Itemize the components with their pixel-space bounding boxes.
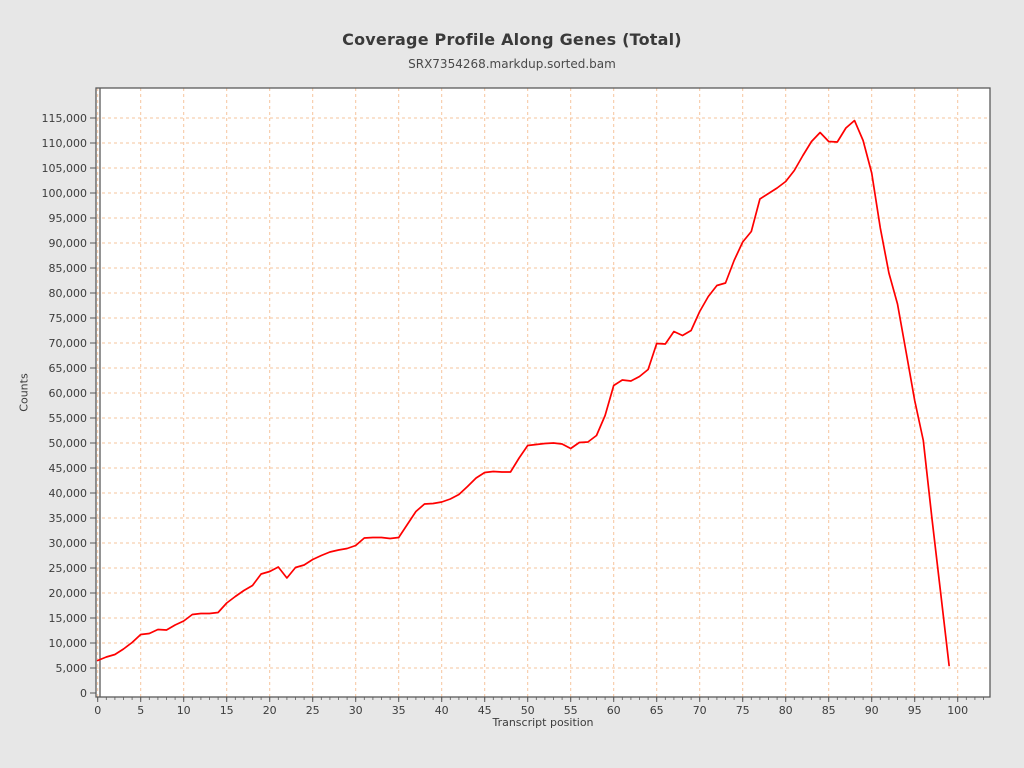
svg-text:30: 30: [349, 704, 363, 717]
svg-text:55: 55: [564, 704, 578, 717]
svg-text:75: 75: [736, 704, 750, 717]
svg-text:35,000: 35,000: [49, 512, 88, 525]
svg-text:100,000: 100,000: [42, 187, 88, 200]
svg-text:0: 0: [80, 687, 87, 700]
svg-text:95,000: 95,000: [49, 212, 88, 225]
svg-text:25: 25: [306, 704, 320, 717]
svg-text:90: 90: [865, 704, 879, 717]
svg-text:50: 50: [521, 704, 535, 717]
svg-text:105,000: 105,000: [42, 162, 88, 175]
svg-text:110,000: 110,000: [42, 137, 88, 150]
svg-text:80,000: 80,000: [49, 287, 88, 300]
svg-text:45: 45: [478, 704, 492, 717]
chart-subtitle: SRX7354268.markdup.sorted.bam: [408, 57, 616, 71]
svg-text:45,000: 45,000: [49, 462, 88, 475]
svg-text:15: 15: [220, 704, 234, 717]
svg-text:50,000: 50,000: [49, 437, 88, 450]
svg-text:35: 35: [392, 704, 406, 717]
y-tick-labels: 0 5,000 10,000 15,000 20,000 25,000 30,000 35,0…: [42, 112, 88, 700]
svg-text:40: 40: [435, 704, 449, 717]
svg-text:85,000: 85,000: [49, 262, 88, 275]
svg-text:70,000: 70,000: [49, 337, 88, 350]
svg-text:25,000: 25,000: [49, 562, 88, 575]
svg-text:55,000: 55,000: [49, 412, 88, 425]
svg-text:60: 60: [607, 704, 621, 717]
svg-text:85: 85: [822, 704, 836, 717]
svg-text:95: 95: [908, 704, 922, 717]
coverage-series-line: [96, 119, 950, 667]
svg-text:30,000: 30,000: [49, 537, 88, 550]
chart-title: Coverage Profile Along Genes (Total): [342, 30, 682, 49]
svg-text:5,000: 5,000: [56, 662, 88, 675]
svg-text:80: 80: [779, 704, 793, 717]
x-axis-title: Transcript position: [492, 716, 594, 729]
svg-text:0: 0: [94, 704, 101, 717]
svg-text:90,000: 90,000: [49, 237, 88, 250]
grid-layer: [96, 88, 990, 697]
svg-text:65: 65: [650, 704, 664, 717]
x-tick-labels: 0 5 10 15 20 25 30 35 40 45 50 55 60 65 70 75 80 85 90 95 10…: [94, 704, 968, 717]
svg-text:5: 5: [137, 704, 144, 717]
svg-text:40,000: 40,000: [49, 487, 88, 500]
svg-text:65,000: 65,000: [49, 362, 88, 375]
svg-text:15,000: 15,000: [49, 612, 88, 625]
y-axis-title: Counts: [17, 373, 31, 412]
svg-text:60,000: 60,000: [49, 387, 88, 400]
svg-text:100: 100: [947, 704, 968, 717]
svg-text:70: 70: [693, 704, 707, 717]
svg-text:10: 10: [177, 704, 191, 717]
tick-marks: [90, 117, 984, 702]
svg-text:20: 20: [263, 704, 277, 717]
svg-text:75,000: 75,000: [49, 312, 88, 325]
svg-text:20,000: 20,000: [49, 587, 88, 600]
svg-text:115,000: 115,000: [42, 112, 88, 125]
svg-text:10,000: 10,000: [49, 637, 88, 650]
